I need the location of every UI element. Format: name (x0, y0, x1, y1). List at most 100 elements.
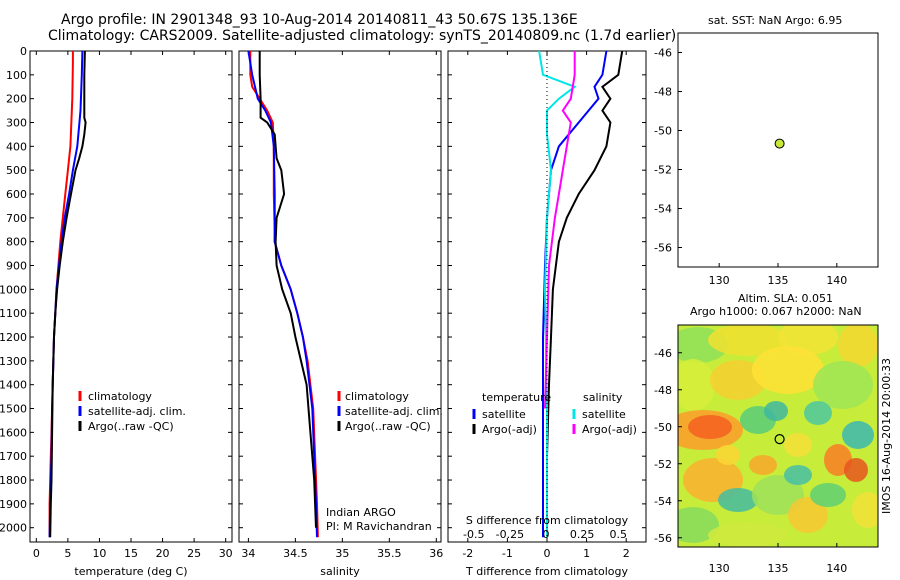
page-title: Argo profile: IN 2901348_93 10-Aug-2014 … (61, 12, 578, 28)
temperature-legend-label: satellite-adj. clim. (88, 405, 186, 418)
sla-heatmap-cell (842, 421, 874, 449)
temperature-xtick-label: 10 (92, 547, 106, 560)
sla-map-xtick-label: 140 (826, 562, 847, 575)
sla-map-title-1: Altim. SLA: 0.051 (738, 292, 834, 305)
salinity-series-line (258, 51, 317, 528)
sla-heatmap-cell (852, 492, 878, 528)
depth-tick-label: 1600 (0, 426, 27, 439)
temperature-plot-frame (29, 50, 233, 543)
depth-tick-label: 100 (6, 69, 27, 82)
temperature-xtick-label: 30 (219, 547, 233, 560)
salinity-xtick-label: 35.5 (377, 547, 402, 560)
salinity-note-1: Indian ARGO (326, 506, 396, 519)
sst-map-ytick-label: -56 (654, 242, 672, 255)
sla-heatmap-cell (844, 458, 868, 482)
difference-xtick-label: -1 (502, 547, 513, 560)
depth-tick-label: 1000 (0, 283, 27, 296)
salinity-xtick-label: 35 (335, 547, 349, 560)
sla-heatmap-cell (678, 359, 715, 411)
sla-map-ytick-label: -52 (654, 458, 672, 471)
salinity-xtick-label: 36 (429, 547, 443, 560)
salinity-legend-label: climatology (345, 390, 409, 403)
difference-axis-label: T difference from climatology (465, 565, 628, 578)
depth-tick-label: 1200 (0, 331, 27, 344)
sst-map-xtick-label: 140 (826, 274, 847, 287)
temperature-xtick-label: 5 (64, 547, 71, 560)
sla-map-ytick-label: -50 (654, 421, 672, 434)
sla-map-title-2: Argo h1000: 0.067 h2000: NaN (690, 305, 862, 318)
sla-heatmap-cell (804, 401, 832, 425)
difference-top-tick-label: -0.5 (463, 528, 484, 541)
salinity-plot-frame (238, 50, 442, 543)
difference-legend-label: Argo(-adj) (582, 423, 637, 436)
depth-tick-label: 1300 (0, 355, 27, 368)
difference-legend-label: Argo(-adj) (482, 423, 537, 436)
depth-tick-label: 500 (6, 164, 27, 177)
salinity-note-2: PI: M Ravichandran (326, 520, 432, 533)
sla-map-profile-marker (774, 434, 785, 445)
depth-tick-label: 1700 (0, 450, 27, 463)
sla-map-xtick-label: 130 (709, 562, 730, 575)
temperature-xtick-label: 25 (187, 547, 201, 560)
temperature-xtick-label: 20 (156, 547, 170, 560)
sla-heatmap-cell (708, 325, 788, 356)
difference-series-line (538, 50, 577, 538)
temperature-series-line (48, 50, 84, 538)
sla-heatmap-cell (764, 401, 788, 421)
temperature-axis-label: temperature (deg C) (74, 565, 187, 578)
sla-heatmap-cell (813, 361, 873, 409)
sst-map-ytick-label: -54 (654, 203, 672, 216)
salinity-legend-label: satellite-adj. clim. (345, 405, 443, 418)
temperature-legend-label: climatology (88, 390, 152, 403)
depth-tick-label: 1400 (0, 379, 27, 392)
sst-map-ytick-label: -46 (654, 47, 672, 60)
sla-map-ytick-label: -56 (654, 532, 672, 545)
difference-top-tick-label: 0.25 (570, 528, 595, 541)
sla-heatmap-cell (810, 483, 846, 507)
difference-top-tick-label: 0.5 (610, 528, 628, 541)
difference-xtick-label: 2 (623, 547, 630, 560)
depth-tick-label: 200 (6, 93, 27, 106)
temperature-series-line (48, 51, 74, 538)
sla-heatmap-cell (718, 488, 758, 512)
salinity-series-line (247, 50, 318, 538)
difference-series-line (546, 50, 624, 538)
depth-tick-label: 800 (6, 236, 27, 249)
difference-legend-label: satellite (482, 408, 526, 421)
depth-tick-label: 600 (6, 188, 27, 201)
sla-heatmap-cell (749, 455, 777, 475)
sst-map-title: sat. SST: NaN Argo: 6.95 (708, 14, 843, 27)
depth-tick-label: 2000 (0, 522, 27, 535)
difference-xtick-label: 0 (544, 547, 551, 560)
temperature-xtick-label: 15 (124, 547, 138, 560)
sla-heatmap-cell (752, 475, 804, 515)
difference-legend-label: satellite (582, 408, 626, 421)
difference-xtick-label: 1 (583, 547, 590, 560)
page-subtitle: Climatology: CARS2009. Satellite-adjuste… (48, 28, 677, 44)
sla-map-xtick-label: 135 (768, 562, 789, 575)
depth-tick-label: 1900 (0, 498, 27, 511)
sst-map-xtick-label: 130 (709, 274, 730, 287)
sst-map-frame (677, 32, 879, 268)
depth-tick-label: 1800 (0, 474, 27, 487)
sla-heatmap-cell (708, 523, 788, 547)
difference-xtick-label: -2 (462, 547, 473, 560)
sla-heatmap-cell (784, 465, 812, 485)
depth-tick-label: 1500 (0, 403, 27, 416)
depth-tick-label: 400 (6, 140, 27, 153)
sla-heatmap-cell (752, 346, 824, 394)
sla-heatmap-cell (688, 415, 732, 439)
sst-map-xtick-label: 135 (768, 274, 789, 287)
sla-map-ytick-label: -48 (654, 384, 672, 397)
salinity-axis-label: salinity (320, 565, 360, 578)
sla-map-side-label: IMOS 16-Aug-2014 20:00:33 (880, 358, 893, 514)
depth-tick-label: 300 (6, 117, 27, 130)
salinity-legend-label: Argo(..raw -QC) (345, 420, 431, 433)
temperature-xtick-label: 0 (33, 547, 40, 560)
sla-map-ytick-label: -46 (654, 347, 672, 360)
depth-tick-label: 0 (20, 45, 27, 58)
sla-heatmap-cell (716, 445, 740, 465)
depth-tick-label: 900 (6, 260, 27, 273)
temperature-series-line (49, 50, 87, 538)
